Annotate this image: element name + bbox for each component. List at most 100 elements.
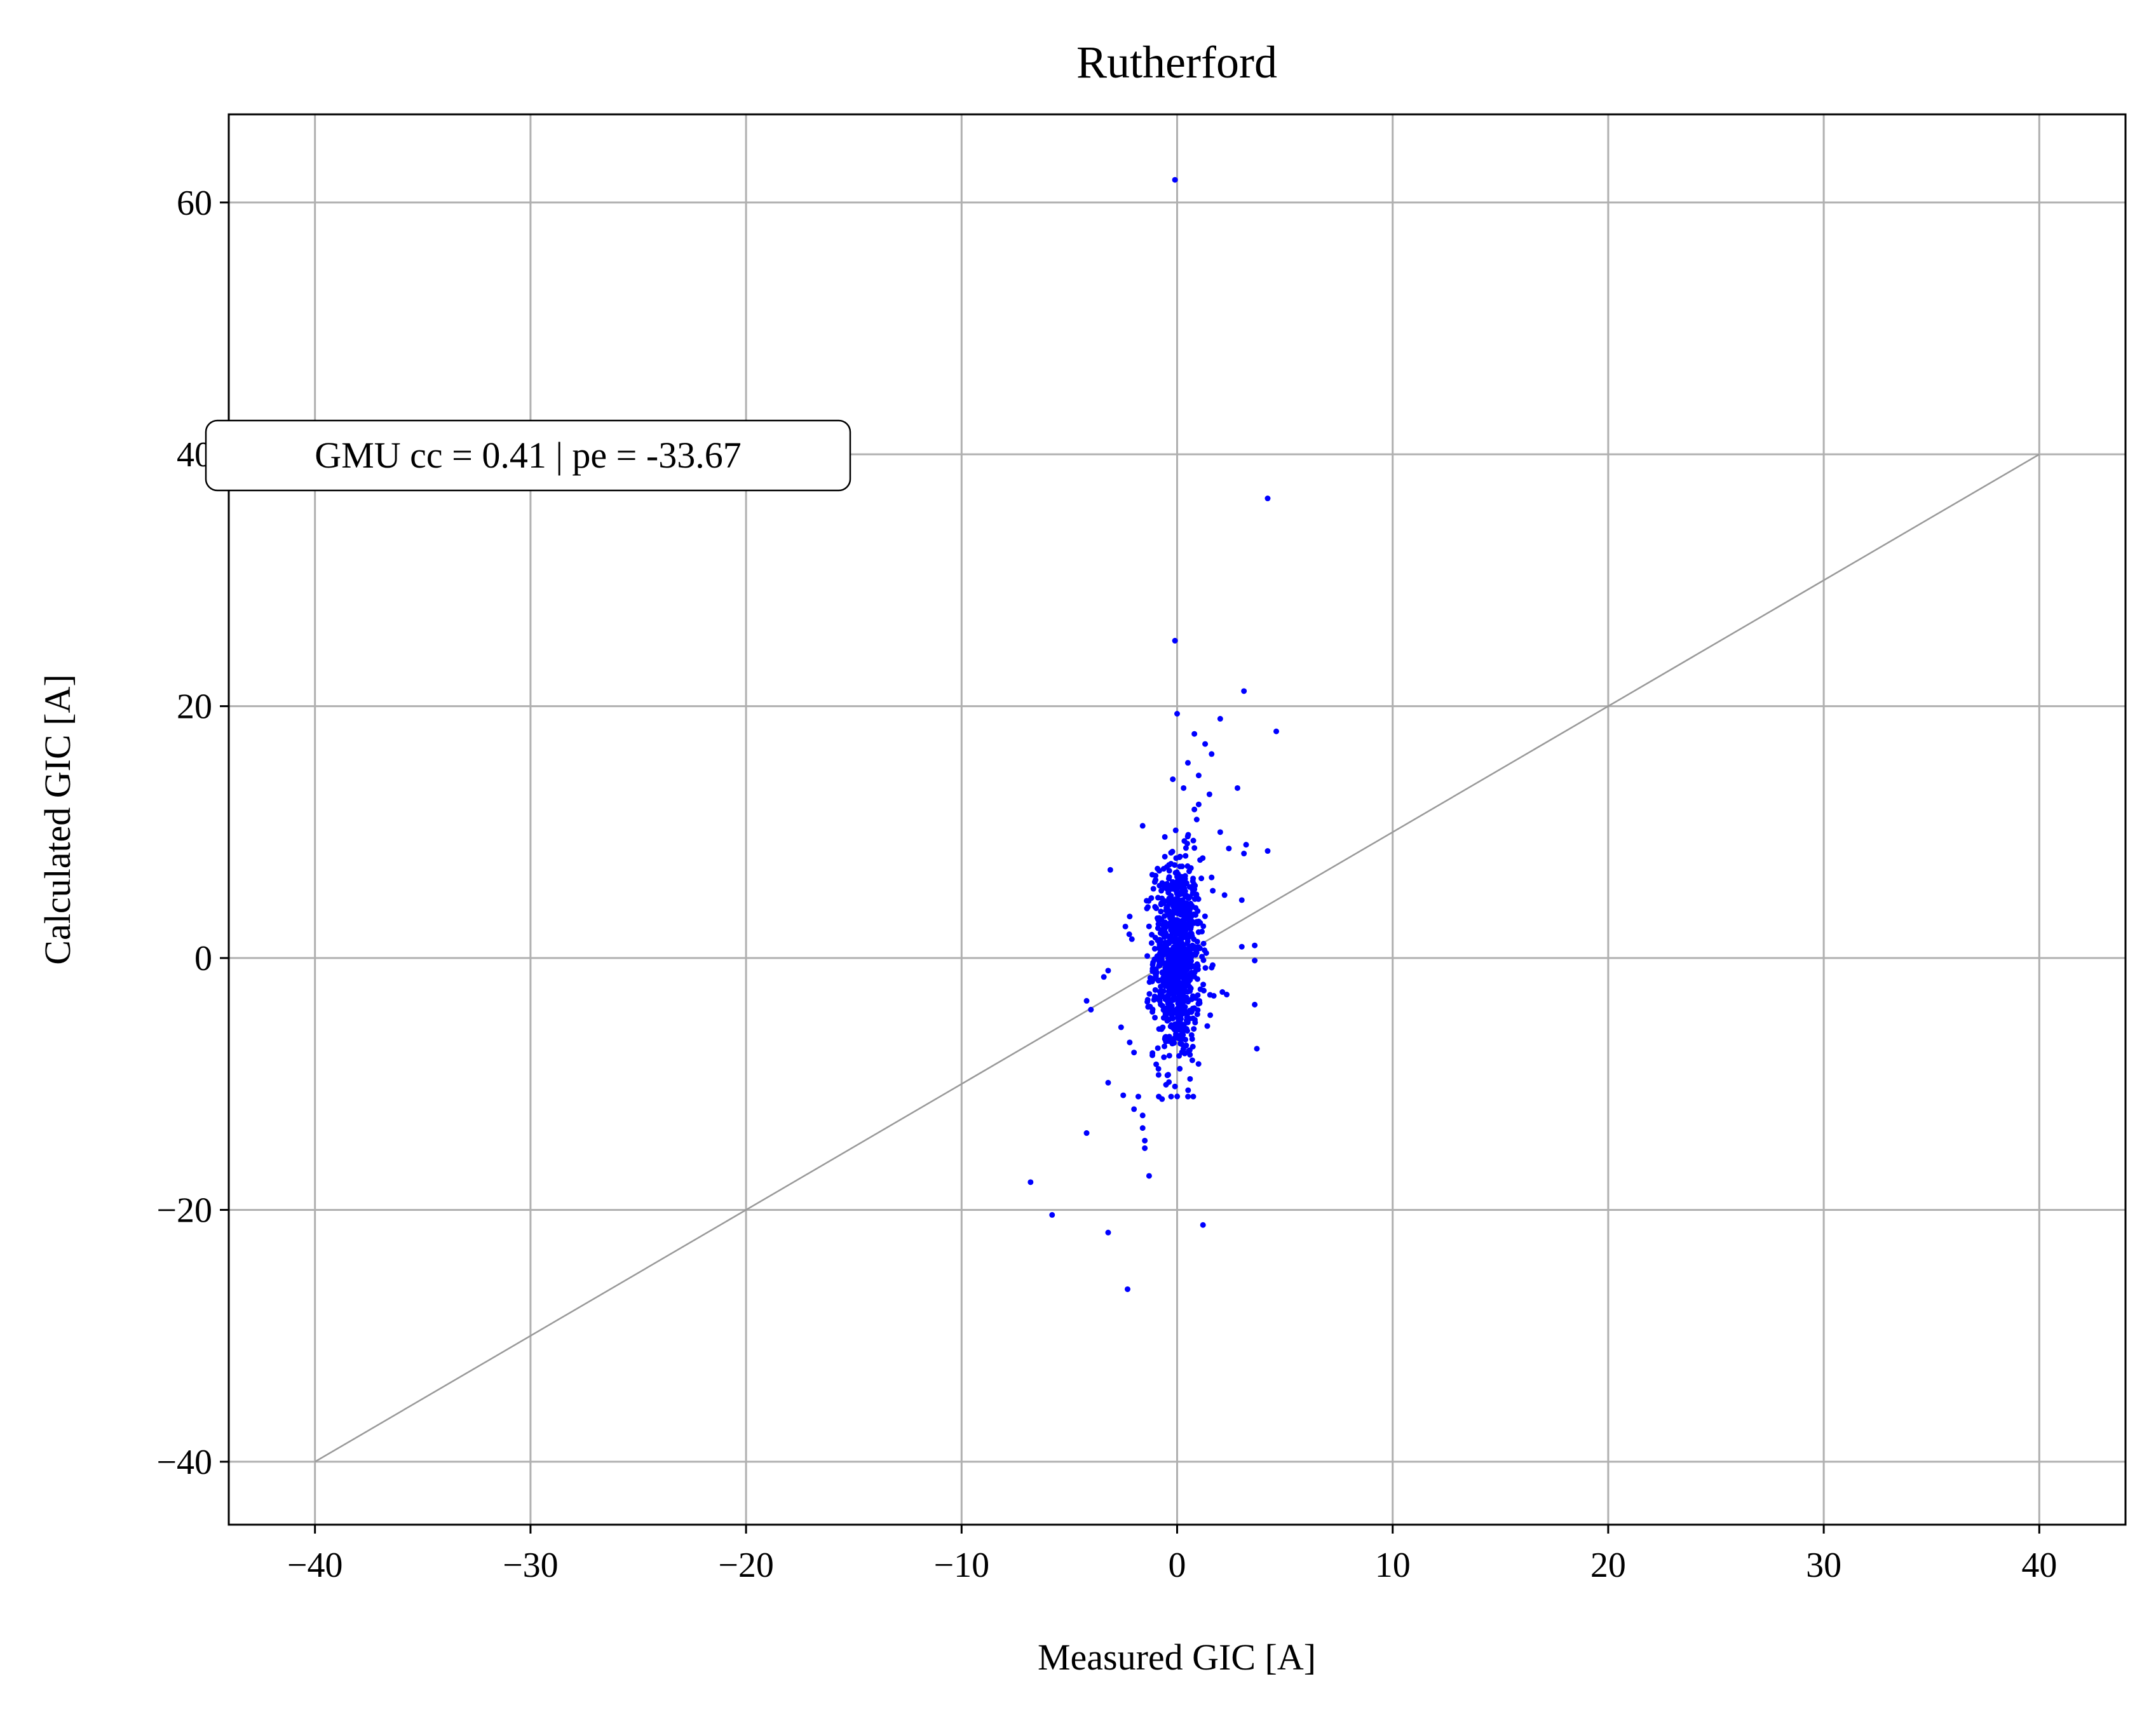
data-point xyxy=(1192,995,1198,1001)
data-point xyxy=(1146,990,1153,997)
data-point xyxy=(1187,1076,1193,1082)
scatter-points xyxy=(1027,177,1280,1292)
data-point xyxy=(1184,760,1191,766)
data-point xyxy=(1163,995,1170,1002)
data-point xyxy=(1210,993,1217,999)
x-tick-label: 40 xyxy=(2021,1546,2057,1585)
data-point xyxy=(1118,1024,1124,1030)
data-point xyxy=(1155,1045,1161,1051)
data-point xyxy=(1190,837,1197,844)
data-point xyxy=(1146,898,1152,904)
data-point xyxy=(1146,1173,1152,1179)
data-point xyxy=(1206,791,1212,797)
data-point xyxy=(1191,845,1198,851)
data-point xyxy=(1168,893,1174,899)
data-point xyxy=(1152,903,1158,910)
data-point xyxy=(1170,776,1176,783)
data-point xyxy=(1241,851,1247,857)
data-point xyxy=(1151,945,1158,952)
data-point xyxy=(1162,853,1168,860)
data-point xyxy=(1163,1013,1169,1019)
data-point xyxy=(1210,887,1216,894)
data-point xyxy=(1178,919,1184,926)
data-point xyxy=(1200,987,1207,994)
data-point xyxy=(1185,832,1191,838)
data-point xyxy=(1179,1041,1185,1048)
data-point xyxy=(1234,785,1240,791)
data-point xyxy=(1155,1072,1162,1078)
data-point xyxy=(1162,1036,1169,1042)
data-point xyxy=(1144,999,1151,1005)
data-point xyxy=(1149,1009,1156,1015)
data-point xyxy=(1186,948,1192,954)
data-point xyxy=(1186,1047,1193,1053)
annotation-box xyxy=(205,419,851,492)
data-point xyxy=(1183,845,1189,851)
data-point xyxy=(1049,1211,1055,1218)
y-tick-label: 0 xyxy=(194,939,212,978)
data-point xyxy=(1176,1015,1183,1021)
data-point xyxy=(1166,1079,1172,1085)
data-point xyxy=(1176,891,1182,898)
data-point xyxy=(1181,885,1188,891)
data-point xyxy=(1160,988,1167,994)
data-point xyxy=(1183,853,1189,859)
data-point xyxy=(1183,957,1190,964)
data-point xyxy=(1174,1035,1181,1041)
data-point xyxy=(1180,1046,1186,1052)
data-point xyxy=(1174,874,1180,880)
data-point xyxy=(1164,1018,1170,1024)
data-point xyxy=(1238,897,1245,903)
data-point xyxy=(1161,1054,1167,1060)
data-point xyxy=(1155,1065,1162,1072)
data-point xyxy=(1177,1019,1183,1025)
data-point xyxy=(1129,936,1135,942)
data-point xyxy=(1200,855,1206,861)
data-point xyxy=(1167,978,1173,985)
data-point xyxy=(1181,907,1188,914)
data-point xyxy=(1149,1052,1156,1058)
data-point xyxy=(1162,973,1169,980)
x-axis: −40 −30 −20 −10 0 10 20 30 40 xyxy=(287,1525,2057,1585)
data-point xyxy=(1184,982,1190,988)
data-point xyxy=(1209,874,1215,881)
data-point xyxy=(1184,935,1190,941)
annotation-text: GMU cc = 0.41 | pe = -33.67 xyxy=(315,435,741,476)
y-tick-label: 60 xyxy=(177,184,212,223)
data-point xyxy=(1186,943,1193,950)
data-point xyxy=(1193,816,1200,823)
data-point xyxy=(1195,929,1202,935)
data-point xyxy=(1195,801,1202,807)
data-point xyxy=(1166,908,1172,914)
data-point xyxy=(1176,975,1182,982)
data-point xyxy=(1183,880,1190,886)
data-point xyxy=(1168,849,1174,856)
data-point xyxy=(1172,827,1179,833)
data-point xyxy=(1169,914,1175,920)
data-point xyxy=(1152,987,1158,993)
data-point xyxy=(1184,1028,1190,1034)
data-point xyxy=(1158,927,1165,933)
data-point xyxy=(1153,877,1159,883)
data-point xyxy=(1195,1061,1202,1067)
x-tick-label: 0 xyxy=(1169,1546,1186,1585)
data-point xyxy=(1197,945,1203,952)
data-point xyxy=(1202,913,1208,919)
data-point xyxy=(1179,947,1185,953)
data-point xyxy=(1200,923,1207,929)
data-point xyxy=(1172,177,1178,183)
data-point xyxy=(1176,1025,1183,1031)
data-point xyxy=(1101,974,1107,980)
data-point xyxy=(1131,1049,1137,1056)
data-point xyxy=(1183,1036,1189,1043)
data-point xyxy=(1174,711,1180,717)
data-point xyxy=(1105,968,1111,974)
data-point xyxy=(1135,1093,1141,1100)
data-point xyxy=(1169,955,1176,962)
data-point xyxy=(1252,942,1258,948)
data-point xyxy=(1162,833,1168,840)
data-point xyxy=(1189,1008,1195,1014)
data-point xyxy=(1188,919,1194,926)
data-point xyxy=(1162,898,1168,904)
